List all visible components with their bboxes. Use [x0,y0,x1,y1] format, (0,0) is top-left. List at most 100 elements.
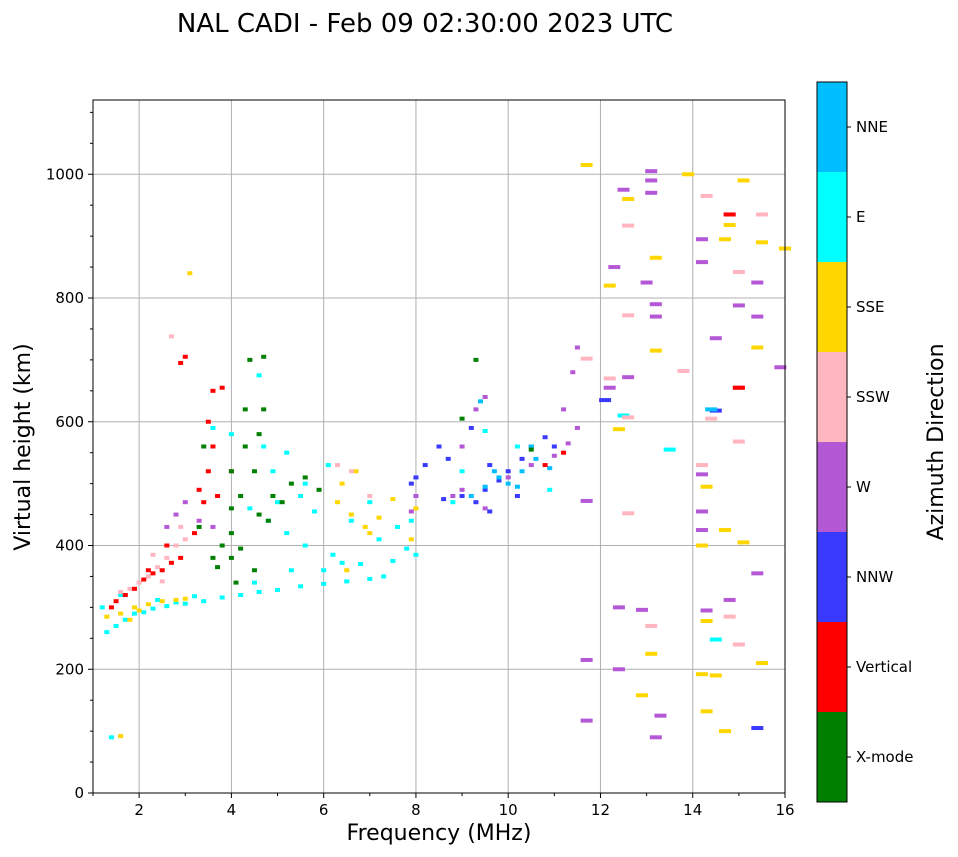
data-point [755,212,768,217]
data-point [482,506,488,511]
data-point [256,512,262,517]
data-point [132,586,138,591]
data-point [635,693,648,698]
data-point [261,407,267,412]
colorbar-segment [817,172,847,262]
data-point [108,735,114,740]
data-point [298,494,304,498]
data-point [528,444,534,449]
data-point [551,444,557,449]
data-point [344,568,350,573]
data-point [570,370,576,375]
data-point [168,334,174,339]
data-point [164,555,170,560]
data-point [150,552,156,557]
data-point [599,398,612,403]
data-point [533,456,539,461]
data-point [145,602,151,607]
data-point [302,475,308,480]
data-point [219,543,225,548]
data-point [321,581,327,586]
data-point [737,540,750,545]
data-point [450,494,456,498]
data-point [645,169,658,174]
data-point [122,617,128,622]
colorbar-segment [817,712,847,802]
data-point [709,336,722,341]
x-axis-label: Frequency (MHz) [347,821,532,846]
data-point [408,537,414,542]
data-point [178,555,184,560]
data-point [542,435,548,440]
data-point [279,500,285,505]
data-point [413,494,419,498]
data-point [561,450,567,455]
data-point [719,237,732,242]
data-point [316,487,322,492]
colorbar-tick-label: NNW [856,568,893,586]
data-point [723,614,736,619]
data-point [182,500,188,505]
data-point [265,518,271,523]
data-point [178,524,184,529]
data-point [228,432,234,437]
data-point [755,240,768,245]
data-point [695,672,708,677]
data-point [325,463,331,468]
data-point [367,576,373,581]
data-point [275,588,281,593]
colorbar-segment [817,622,847,712]
data-point [580,162,593,167]
data-point [622,375,635,380]
data-point [751,726,764,731]
y-tick-label: 200 [55,660,84,678]
data-point [723,222,736,227]
x-axis-ticks: 2 4 6 8 10 12 14 16 [92,793,795,819]
data-point [159,568,165,573]
data-point [339,560,345,565]
data-point [99,605,105,610]
data-point [242,444,248,449]
data-point [732,303,745,308]
data-point [751,280,764,285]
data-point [113,623,119,628]
data-point [288,481,294,486]
data-point [390,497,396,502]
data-point [219,595,225,600]
data-point [321,568,327,573]
data-point [113,599,119,604]
data-point [580,657,593,662]
data-point [574,345,580,350]
data-point [459,487,465,492]
data-point [603,385,616,390]
chart-title: NAL CADI - Feb 09 02:30:00 2023 UTC [177,9,673,39]
data-point [663,447,676,452]
colorbar-segment [817,352,847,442]
data-point [561,407,567,412]
data-point [580,356,593,361]
data-point [580,718,593,723]
x-tick-label: 16 [775,801,794,819]
data-point [700,193,713,198]
colorbar-border [816,81,848,803]
data-point [491,469,497,474]
data-point [284,450,290,455]
data-point [302,481,308,486]
data-point [261,354,267,359]
data-point [519,456,525,461]
data-point [270,469,276,474]
data-point [408,509,414,514]
data-point [242,407,248,412]
data-point [118,589,124,594]
data-point [182,596,188,601]
y-tick-label: 1000 [46,165,84,183]
data-point [547,466,553,471]
data-point [459,469,465,474]
data-point [228,469,234,474]
data-point [335,463,341,468]
data-point [247,506,253,511]
data-point [459,494,465,498]
data-point [705,407,718,412]
data-point [104,630,110,635]
